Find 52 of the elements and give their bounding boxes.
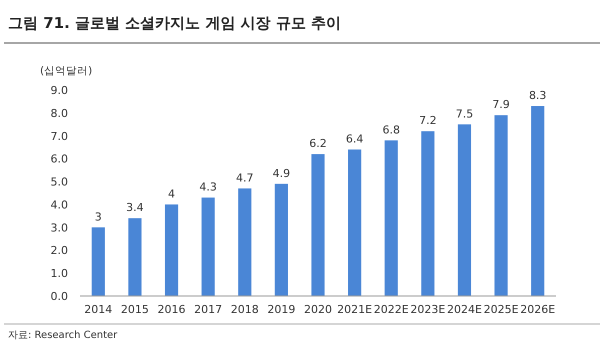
data-label: 4.7	[236, 171, 254, 184]
bar	[421, 131, 434, 296]
y-tick-label: 6.0	[50, 152, 68, 166]
data-label: 4	[168, 187, 176, 200]
data-label: 4.9	[272, 166, 290, 180]
y-axis-title: (십억달러)	[40, 65, 92, 77]
bar	[348, 150, 362, 296]
bar	[164, 204, 178, 296]
data-label: 6.2	[309, 137, 327, 150]
y-tick-label: 2.0	[50, 244, 68, 258]
bar	[92, 227, 105, 296]
x-tick-label: 2025E	[484, 303, 519, 316]
x-tick-label: 2014	[84, 303, 112, 316]
bar	[531, 106, 544, 296]
chart-title: 그림 71. 글로벌 소셜카지노 게임 시장 규모 추이	[8, 14, 342, 32]
data-label: 6.4	[346, 132, 364, 146]
data-label: 3	[94, 210, 102, 224]
data-label: 3.4	[126, 201, 144, 214]
bar	[128, 218, 142, 296]
data-label: 7.5	[456, 107, 474, 120]
y-tick-label: 1.0	[50, 267, 68, 280]
bar	[274, 184, 288, 296]
data-label: 8.3	[528, 89, 546, 102]
data-label: 7.2	[419, 114, 437, 128]
data-label: 4.3	[199, 180, 217, 194]
y-tick-label: 8.0	[50, 106, 68, 120]
y-tick-label: 9.0	[50, 84, 68, 97]
bar	[458, 124, 472, 296]
x-tick-label: 2021E	[337, 303, 372, 316]
y-tick-label: 5.0	[50, 176, 68, 189]
x-tick-label: 2020	[304, 303, 332, 316]
bar	[311, 154, 325, 296]
x-tick-label: 2019	[267, 303, 296, 316]
bar	[384, 140, 398, 296]
y-tick-label: 3.0	[50, 221, 68, 234]
bar	[202, 198, 215, 296]
x-tick-label: 2026E	[520, 303, 556, 316]
bar	[494, 115, 508, 296]
x-tick-label: 2018	[230, 303, 259, 316]
x-tick-label: 2015	[120, 303, 149, 316]
bar	[238, 188, 252, 296]
x-tick-label: 2024E	[446, 303, 482, 316]
data-label: 7.9	[492, 98, 510, 112]
x-tick-label: 2022E	[374, 303, 409, 316]
x-tick-label: 2017	[194, 303, 222, 316]
x-tick-label: 2016	[158, 303, 186, 316]
x-tick-label: 2023E	[410, 303, 446, 316]
y-tick-label: 0.0	[50, 290, 68, 303]
y-tick-label: 4.0	[50, 198, 68, 212]
y-tick-label: 7.0	[50, 130, 68, 143]
text: 자료: Research Center	[8, 330, 118, 341]
data-label: 6.8	[382, 123, 400, 136]
